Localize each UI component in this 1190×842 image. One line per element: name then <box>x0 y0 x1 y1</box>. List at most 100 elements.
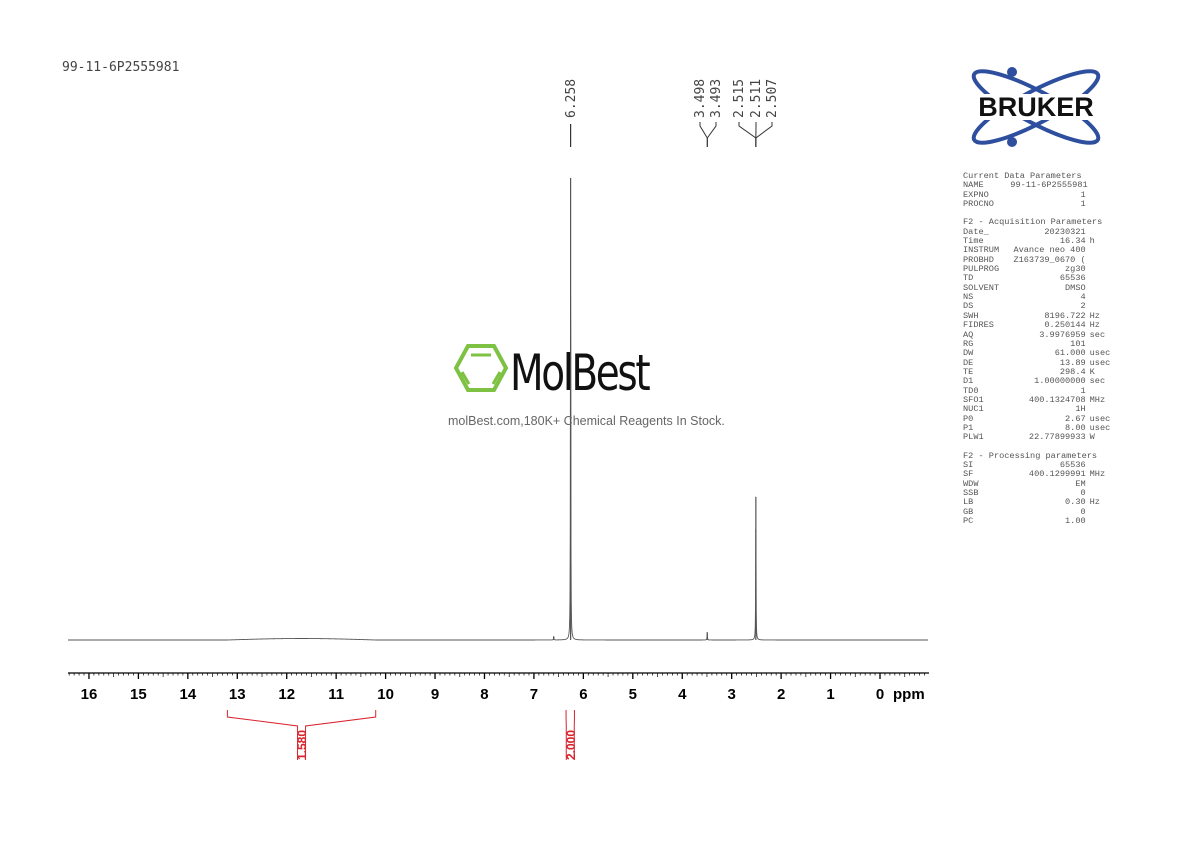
atom-icon <box>1007 67 1017 77</box>
x-tick-label: 1 <box>826 686 834 703</box>
param-value: Avance neo 400 <box>1013 245 1086 256</box>
param-section: F2 - Processing parameters SI 65536 SF 400.1… <box>963 451 1113 527</box>
param-key: PULPROG <box>963 264 1000 275</box>
param-unit: sec <box>1089 376 1106 387</box>
peak-label-connector <box>738 122 757 147</box>
param-unit: usec <box>1089 357 1111 368</box>
param-key: P1 <box>963 422 974 433</box>
x-tick-label: 6 <box>579 686 587 703</box>
peak-label-connector <box>755 122 773 147</box>
param-section: Current Data Parameters NAME 99-11-6P25559… <box>963 171 1113 210</box>
param-key: SOLVENT <box>963 282 1000 293</box>
param-unit: usec <box>1089 348 1111 359</box>
param-row: WDW EM <box>963 478 1113 489</box>
param-row: AQ 3.9976959 sec <box>963 329 1113 340</box>
x-tick-label: 10 <box>377 686 394 703</box>
param-key: FIDRES <box>963 320 994 331</box>
param-unit <box>1086 508 1113 517</box>
param-value: 400.1324708 <box>1028 394 1086 405</box>
param-value: 99-11-6P2555981 <box>1010 180 1088 191</box>
peak-label: 3.493 <box>709 79 724 118</box>
param-row: SI 65536 <box>963 459 1113 470</box>
param-row: DE 13.89 usec <box>963 357 1113 368</box>
param-unit <box>1086 256 1113 265</box>
param-section-title: Current Data Parameters <box>963 171 1082 181</box>
peak-label: 6.258 <box>564 79 579 118</box>
param-value: 0.250144 <box>1044 320 1086 331</box>
param-unit: MHz <box>1089 469 1106 480</box>
param-value: 0 <box>1080 488 1086 498</box>
param-value: 65536 <box>1059 459 1086 470</box>
param-key: PLW1 <box>963 432 984 443</box>
logo-text: BRUKER <box>978 92 1094 122</box>
x-tick-label: 9 <box>431 686 439 703</box>
param-key: Date_ <box>963 226 989 237</box>
peak-label-connector <box>706 122 717 147</box>
param-value: 8.00 <box>1065 422 1086 433</box>
param-value: 8196.722 <box>1044 310 1086 321</box>
param-unit <box>1086 200 1113 209</box>
param-value: 3.9976959 <box>1039 329 1086 340</box>
param-key: LB <box>963 497 974 508</box>
x-tick-label: 15 <box>130 686 147 703</box>
param-key: PROCNO <box>963 199 994 210</box>
param-unit: usec <box>1089 413 1111 424</box>
param-unit <box>1086 265 1113 274</box>
watermark-name: MolBest <box>510 344 651 402</box>
param-row: PC 1.00 <box>963 516 1113 526</box>
param-row: PLW1 22.77899933 W <box>963 432 1113 443</box>
param-value: 2 <box>1080 301 1086 312</box>
param-key: NAME <box>963 180 984 191</box>
param-key: PROBHD <box>963 254 994 265</box>
param-key: DW <box>963 348 974 359</box>
peak-label: 2.507 <box>765 79 780 118</box>
param-value: 20230321 <box>1044 226 1086 237</box>
param-value: 61.000 <box>1054 348 1086 359</box>
param-key: TE <box>963 366 974 377</box>
param-key: NS <box>963 292 974 303</box>
param-key: SSB <box>963 488 979 498</box>
param-key: INSTRUM <box>963 245 1000 256</box>
x-tick-label: 16 <box>81 686 98 703</box>
spectrum-line <box>68 278 928 641</box>
param-value: 400.1299991 <box>1028 469 1086 480</box>
param-value: 0.30 <box>1065 497 1086 508</box>
integral-bracket <box>565 710 575 760</box>
param-key: SI <box>963 459 974 470</box>
param-key: RG <box>963 338 974 349</box>
param-unit <box>1086 181 1113 190</box>
param-unit: Hz <box>1089 497 1100 508</box>
param-unit: usec <box>1089 422 1111 433</box>
param-row: SF 400.1299991 MHz <box>963 469 1113 480</box>
param-row: SSB 0 <box>963 488 1113 498</box>
acquisition-parameters-panel: Current Data Parameters NAME 99-11-6P25559… <box>963 171 1113 535</box>
param-section-title: F2 - Acquisition Parameters <box>963 217 1103 228</box>
param-row: SOLVENT DMSO <box>963 282 1113 293</box>
integral-bracket <box>226 710 377 760</box>
param-value: 1H <box>1075 404 1086 415</box>
param-value: EM <box>1075 478 1086 489</box>
param-unit: K <box>1089 366 1095 377</box>
x-tick-label: 13 <box>229 686 246 703</box>
integral-value: 1.580 <box>295 730 309 760</box>
param-unit: W <box>1089 432 1095 443</box>
param-unit <box>1086 246 1113 255</box>
param-row: LB 0.30 Hz <box>963 497 1113 508</box>
param-row: PULPROG zg30 <box>963 264 1113 275</box>
integral-value: 2.000 <box>564 730 578 760</box>
x-tick-label: 14 <box>179 686 196 703</box>
peak-label: 3.498 <box>693 79 708 118</box>
x-tick-label: 2 <box>777 686 785 703</box>
param-key: AQ <box>963 329 974 340</box>
param-value: 1.00000000 <box>1034 376 1086 387</box>
param-key: DE <box>963 357 974 368</box>
x-tick-label: 8 <box>480 686 488 703</box>
param-unit: h <box>1089 236 1095 247</box>
param-row: D1 1.00000000 sec <box>963 376 1113 387</box>
param-value: 0 <box>1080 506 1086 517</box>
peak-label: 2.515 <box>732 79 747 118</box>
param-key: TD <box>963 273 974 284</box>
param-unit <box>1086 480 1113 489</box>
param-value: 4 <box>1080 292 1086 303</box>
